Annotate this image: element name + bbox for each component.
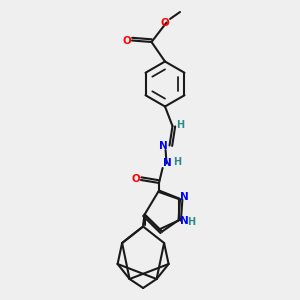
Text: N: N bbox=[163, 158, 172, 169]
Text: H: H bbox=[176, 119, 184, 130]
Text: O: O bbox=[131, 174, 140, 184]
Text: N: N bbox=[180, 216, 189, 226]
Text: H: H bbox=[187, 217, 195, 227]
Text: O: O bbox=[160, 17, 169, 28]
Text: N: N bbox=[158, 140, 167, 151]
Text: N: N bbox=[180, 192, 189, 202]
Text: O: O bbox=[122, 35, 131, 46]
Text: H: H bbox=[173, 157, 181, 167]
